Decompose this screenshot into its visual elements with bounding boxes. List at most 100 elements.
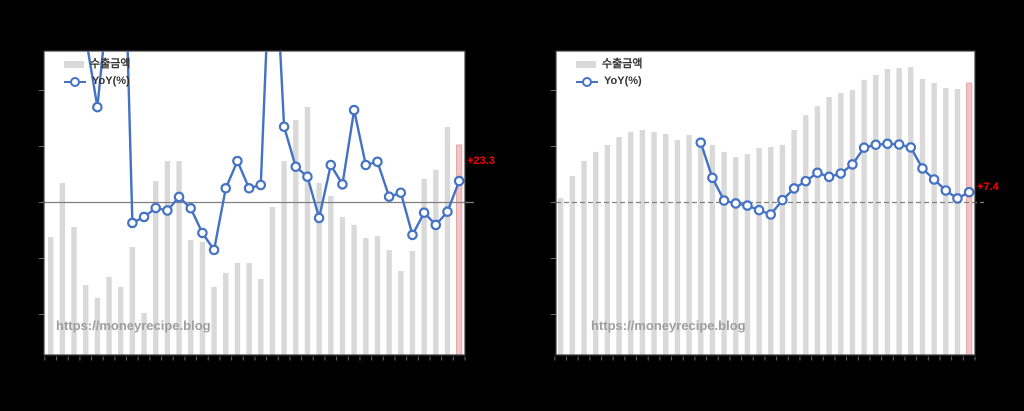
yoy-marker — [882, 138, 893, 150]
legend-row-export: 수출금액 — [576, 58, 642, 71]
legend-row-yoy: YoY(%) — [576, 75, 642, 88]
yoy-marker — [383, 191, 395, 202]
yoy-marker — [800, 175, 812, 187]
legend-row-yoy: YoY(%) — [64, 75, 130, 88]
bar — [118, 286, 124, 355]
bar — [223, 272, 229, 355]
yoy-marker — [963, 186, 975, 198]
yoy-marker — [952, 193, 963, 204]
last-yoy-value-label: +23.3 — [467, 155, 495, 167]
left-chart-svg — [39, 50, 474, 361]
left-legend: 수출금액 YoY(%) — [64, 58, 130, 88]
watermark: https://moneyrecipe.blog — [591, 318, 746, 333]
yoy-marker — [372, 156, 383, 168]
bar — [931, 82, 937, 356]
yoy-marker — [243, 183, 255, 194]
bar — [686, 134, 692, 355]
yoy-marker — [302, 171, 313, 183]
bar — [569, 175, 576, 355]
yoy-marker — [430, 219, 442, 231]
bar — [663, 133, 669, 355]
bar — [176, 161, 182, 355]
yoy-marker — [765, 209, 777, 220]
yoy-marker — [847, 159, 858, 170]
bar — [48, 237, 54, 355]
yoy-marker — [185, 203, 197, 214]
bar — [351, 224, 357, 355]
bar — [721, 151, 727, 355]
legend-row-export: 수출금액 — [64, 58, 130, 71]
yoy-marker — [232, 155, 243, 167]
yoy-marker — [695, 137, 707, 148]
yoy-marker — [127, 217, 138, 229]
bar — [884, 68, 891, 355]
bar-highlighted — [966, 82, 973, 356]
bar — [398, 271, 404, 355]
yoy-marker — [395, 187, 407, 199]
bar — [651, 131, 657, 355]
bar — [733, 157, 739, 355]
bar — [908, 67, 914, 356]
bar — [386, 250, 392, 355]
yoy-marker — [812, 167, 823, 179]
bar — [316, 182, 322, 355]
yoy-marker — [348, 104, 360, 116]
bar — [861, 79, 867, 355]
bar — [94, 297, 101, 355]
watermark: https://moneyrecipe.blog — [56, 318, 211, 333]
bar — [258, 279, 264, 355]
bar — [153, 181, 159, 355]
yoy-line-group — [86, 51, 465, 256]
yoy-marker — [742, 200, 753, 211]
bar — [328, 196, 334, 355]
bar — [188, 240, 194, 355]
yoy-marker — [138, 211, 150, 223]
yoy-marker — [360, 159, 372, 171]
yoy-marker — [718, 195, 730, 206]
line-series-swatch — [64, 77, 86, 87]
bar — [768, 147, 774, 355]
bar — [826, 96, 832, 356]
bar — [639, 130, 646, 355]
bar — [803, 115, 809, 355]
yoy-marker — [707, 172, 718, 184]
yoy-marker — [442, 206, 453, 218]
yoy-marker — [208, 244, 220, 256]
bar — [896, 68, 902, 355]
bar — [558, 198, 564, 355]
bar — [756, 147, 762, 355]
bar — [59, 182, 66, 355]
axis-ticks — [551, 90, 976, 361]
yoy-marker — [940, 185, 952, 196]
yoy-marker — [917, 163, 928, 174]
yoy-marker — [162, 205, 173, 216]
bar — [849, 89, 856, 355]
yoy-marker — [858, 142, 870, 153]
yoy-marker — [905, 142, 917, 153]
yoy-marker — [870, 139, 882, 151]
bar — [129, 247, 136, 355]
bar — [791, 130, 797, 355]
yoy-marker — [255, 179, 267, 191]
yoy-marker — [835, 168, 847, 179]
line-series-label: YoY(%) — [604, 75, 642, 87]
bar — [304, 106, 311, 355]
bar — [433, 169, 439, 355]
line-swatch-marker — [70, 77, 80, 87]
bar-series-label: 수출금액 — [90, 58, 131, 70]
line-series-label: YoY(%) — [92, 75, 130, 87]
yoy-marker — [220, 183, 232, 194]
bar — [71, 227, 77, 355]
bar — [199, 241, 206, 355]
bar-series-group — [48, 106, 463, 356]
bar — [374, 236, 381, 355]
yoy-marker — [150, 202, 162, 214]
bar — [919, 78, 926, 355]
yoy-marker — [788, 183, 800, 194]
bar — [674, 140, 681, 355]
bar — [873, 75, 879, 355]
bar — [838, 92, 844, 355]
right-legend: 수출금액 YoY(%) — [576, 58, 642, 88]
right-chart-svg — [551, 50, 984, 361]
